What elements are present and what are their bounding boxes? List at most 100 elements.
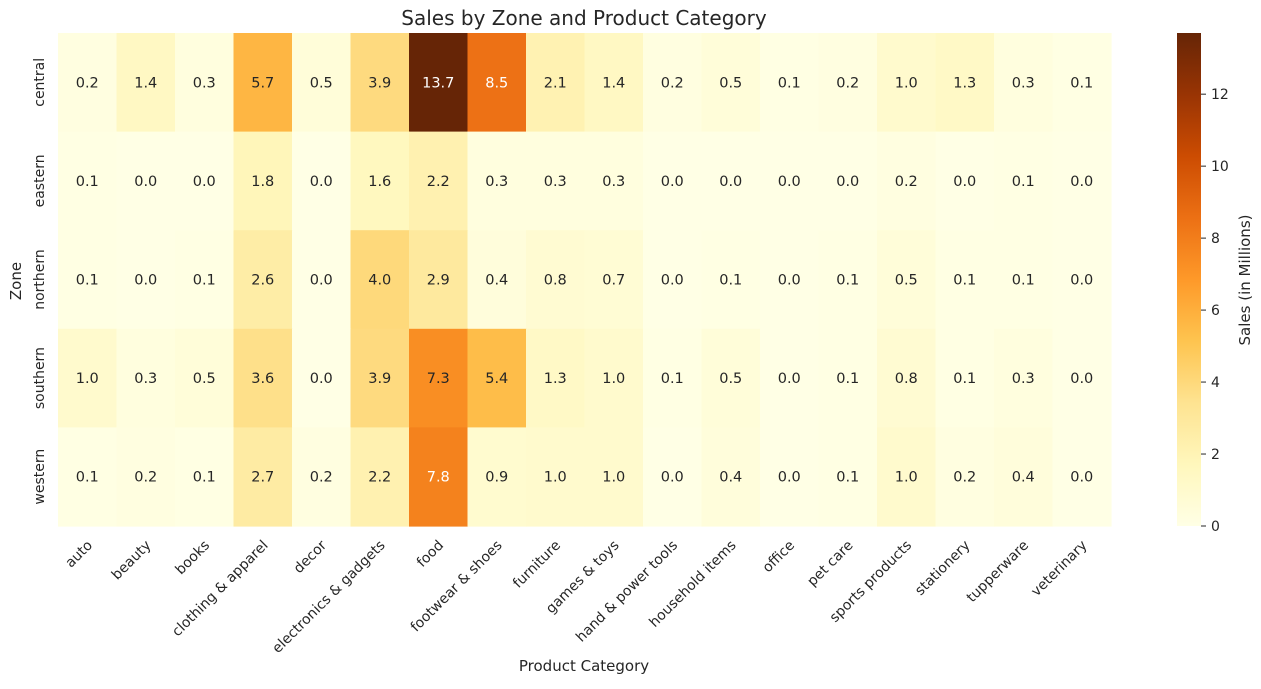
heatmap-cell: [175, 131, 235, 231]
cell-value-label: 0.3: [602, 174, 625, 190]
heatmap-cell: [292, 427, 352, 527]
heatmap-cell: [760, 427, 820, 527]
cell-value-label: 0.9: [485, 470, 508, 486]
heatmap-cell: [409, 328, 469, 428]
cell-value-label: 0.1: [1012, 174, 1035, 190]
cell-value-label: 0.7: [602, 273, 625, 289]
cell-value-label: 3.9: [368, 371, 391, 387]
cell-value-label: 0.0: [310, 174, 333, 190]
heatmap-cell: [818, 33, 878, 133]
heatmap-cell: [526, 131, 586, 231]
heatmap-cell: [1052, 131, 1112, 231]
heatmap-cell: [1052, 33, 1112, 133]
cell-value-label: 0.0: [310, 273, 333, 289]
cell-value-label: 1.0: [76, 371, 99, 387]
heatmap-cell: [233, 131, 293, 231]
heatmap-cell: [994, 427, 1054, 527]
heatmap-cell: [1052, 328, 1112, 428]
cell-value-label: 3.9: [368, 75, 391, 91]
y-tick-label: western: [32, 449, 48, 505]
heatmap-cell: [409, 131, 469, 231]
cell-value-label: 0.3: [193, 75, 216, 91]
cell-value-label: 1.0: [602, 470, 625, 486]
colorbar-tick-label: 2: [1211, 447, 1220, 463]
colorbar-ticks: 0 2 4 6 8 10 12: [1201, 87, 1229, 535]
colorbar-tick-label: 12: [1211, 87, 1229, 103]
x-tick-label: veterinary: [1028, 538, 1090, 600]
x-tick-label: stationery: [912, 538, 973, 599]
cell-value-label: 0.4: [485, 273, 508, 289]
cell-value-label: 0.0: [778, 273, 801, 289]
heatmap-cell: [877, 328, 937, 428]
heatmap-cell: [350, 33, 410, 133]
cell-value-label: 0.1: [836, 273, 859, 289]
heatmap-cell: [350, 328, 410, 428]
cell-value-label: 0.1: [76, 470, 99, 486]
cell-value-label: 0.2: [661, 75, 684, 91]
cell-value-label: 1.4: [134, 75, 157, 91]
heatmap-cell: [175, 230, 235, 330]
colorbar-tick-label: 10: [1211, 159, 1229, 175]
heatmap-cell: [350, 131, 410, 231]
heatmap-cell: [233, 33, 293, 133]
cell-value-label: 0.3: [485, 174, 508, 190]
cell-value-label: 0.0: [1070, 174, 1093, 190]
cell-value-label: 0.1: [836, 371, 859, 387]
heatmap-cell: [643, 328, 703, 428]
heatmap-cell: [58, 131, 118, 231]
heatmap-cell: [935, 33, 995, 133]
colorbar-tick-label: 4: [1211, 375, 1220, 391]
cell-value-label: 1.3: [544, 371, 567, 387]
x-tick-label: hand & power tools: [573, 538, 681, 646]
cell-value-label: 0.2: [953, 470, 976, 486]
heatmap-cell: [116, 33, 176, 133]
cell-value-label: 2.2: [368, 470, 391, 486]
x-tick-label: decor: [291, 537, 330, 576]
heatmap-cell: [760, 230, 820, 330]
heatmap-cell: [233, 427, 293, 527]
heatmap-cell: [701, 230, 761, 330]
colorbar: [1177, 33, 1201, 526]
heatmap-cell: [526, 328, 586, 428]
heatmap-cell: [643, 230, 703, 330]
x-tick-label: furniture: [510, 538, 564, 592]
cell-value-label: 0.3: [1012, 75, 1035, 91]
cell-value-label: 0.1: [1012, 273, 1035, 289]
heatmap-cell: [116, 427, 176, 527]
heatmap-cell: [877, 33, 937, 133]
cell-value-label: 1.0: [895, 470, 918, 486]
heatmap-cell: [350, 427, 410, 527]
y-tick-label: northern: [32, 249, 48, 310]
heatmap-cell: [292, 33, 352, 133]
heatmap-cell: [409, 33, 469, 133]
heatmap-cells: [58, 33, 1112, 527]
heatmap-cell: [116, 131, 176, 231]
heatmap-cell: [467, 33, 527, 133]
heatmap-cell: [994, 33, 1054, 133]
cell-value-label: 13.7: [422, 75, 454, 91]
heatmap-cell: [994, 230, 1054, 330]
cell-value-label: 0.5: [719, 75, 742, 91]
cell-value-label: 0.4: [719, 470, 742, 486]
colorbar-tick-label: 6: [1211, 303, 1220, 319]
x-tick-label: electronics & gadgets: [269, 538, 388, 657]
heatmap-cell: [467, 131, 527, 231]
cell-value-label: 0.0: [310, 371, 333, 387]
cell-value-label: 0.5: [895, 273, 918, 289]
cell-value-label: 3.6: [251, 371, 274, 387]
heatmap-cell: [350, 230, 410, 330]
cell-value-label: 0.0: [1070, 371, 1093, 387]
heatmap-cell: [584, 230, 644, 330]
heatmap-cell: [701, 131, 761, 231]
cell-value-label: 1.4: [602, 75, 625, 91]
cell-value-label: 0.3: [134, 371, 157, 387]
heatmap-cell: [877, 230, 937, 330]
cell-value-label: 0.1: [193, 470, 216, 486]
cell-value-label: 0.1: [719, 273, 742, 289]
cell-value-label: 0.1: [661, 371, 684, 387]
heatmap-cell: [701, 427, 761, 527]
heatmap-cell: [994, 131, 1054, 231]
heatmap-cell: [116, 328, 176, 428]
cell-value-label: 2.6: [251, 273, 274, 289]
heatmap-cell: [116, 230, 176, 330]
